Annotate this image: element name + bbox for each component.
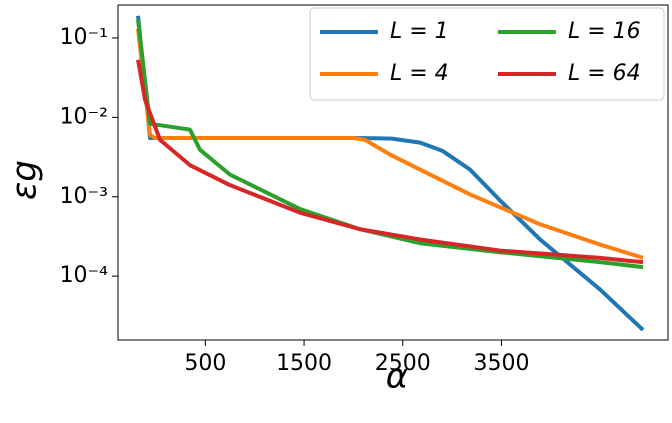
x-axis-label: α <box>386 357 408 397</box>
y-tick-label: 10⁻³ <box>60 184 108 209</box>
line-series <box>136 19 644 270</box>
legend-label: L = 4 <box>390 61 449 86</box>
y-axis-label: εg <box>5 160 45 200</box>
x-tick-label: 1500 <box>276 351 332 376</box>
x-tick-label: 3500 <box>473 351 529 376</box>
y-tick-label: 10⁻¹ <box>60 25 108 50</box>
y-tick-label: 10⁻² <box>60 104 108 129</box>
line-series <box>136 59 644 265</box>
legend-box <box>309 7 665 101</box>
legend-label: L = 64 <box>568 61 641 86</box>
x-tick-label: 2500 <box>375 351 431 376</box>
plot-frame <box>117 4 669 341</box>
y-tick-label: 10⁻⁴ <box>60 263 109 288</box>
legend-label: L = 16 <box>568 19 641 44</box>
legend-label: L = 1 <box>390 19 449 44</box>
line-series <box>136 28 644 260</box>
x-tick-label: 500 <box>184 351 226 376</box>
